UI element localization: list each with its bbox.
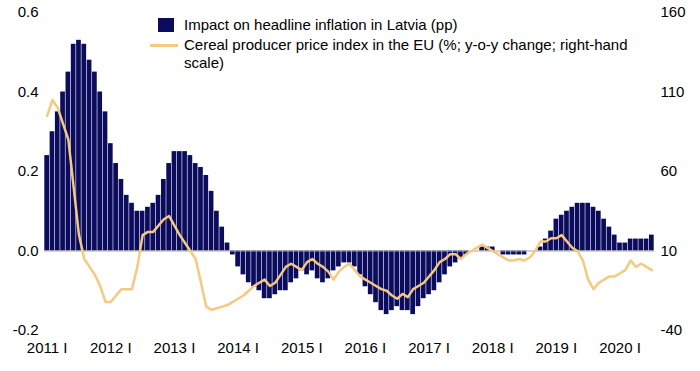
svg-text:0.0: 0.0 bbox=[18, 242, 39, 259]
svg-text:160: 160 bbox=[661, 3, 686, 20]
svg-text:2018 I: 2018 I bbox=[472, 339, 514, 356]
svg-text:0.2: 0.2 bbox=[18, 162, 39, 179]
svg-text:0.6: 0.6 bbox=[18, 3, 39, 20]
svg-text:60: 60 bbox=[661, 162, 678, 179]
html-text:Impact on headline inflation i: Impact on headline inflation in Latvia (… bbox=[184, 16, 458, 33]
svg-text:2020 I: 2020 I bbox=[599, 339, 641, 356]
html-text:Cereal producer price index in: Cereal producer price index in the EU (%… bbox=[184, 36, 628, 71]
svg-text:2017 I: 2017 I bbox=[408, 339, 450, 356]
svg-text:2015 I: 2015 I bbox=[281, 339, 323, 356]
svg-text:2016 I: 2016 I bbox=[345, 339, 387, 356]
svg-text:0.4: 0.4 bbox=[18, 83, 39, 100]
svg-text:2011 I: 2011 I bbox=[27, 339, 68, 356]
svg-text:110: 110 bbox=[661, 83, 685, 100]
svg-text:2019 I: 2019 I bbox=[536, 339, 578, 356]
svg-text:2014 I: 2014 I bbox=[217, 339, 259, 356]
svg-text:-40: -40 bbox=[661, 321, 683, 338]
svg-text:2012 I: 2012 I bbox=[90, 339, 132, 356]
svg-text:-0.2: -0.2 bbox=[13, 321, 39, 338]
svg-text:2013 I: 2013 I bbox=[154, 339, 196, 356]
svg-text:10: 10 bbox=[661, 242, 678, 259]
